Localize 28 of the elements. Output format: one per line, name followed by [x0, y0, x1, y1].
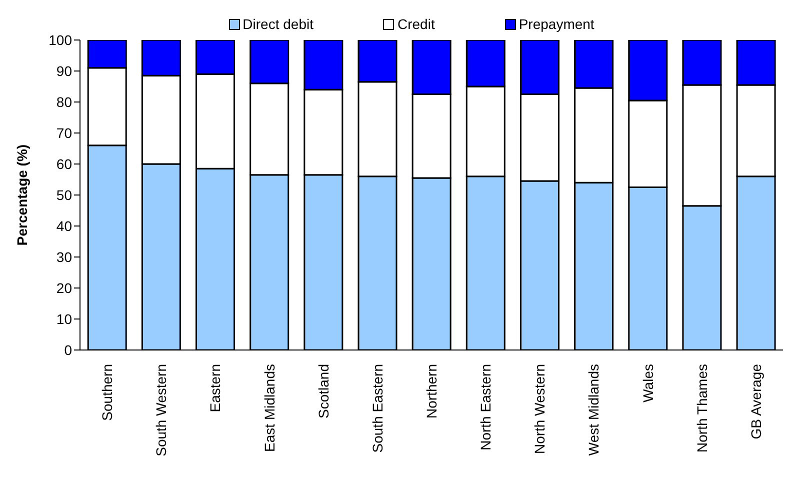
y-tick-label: 100: [48, 32, 72, 48]
x-tick-label: North Western: [532, 364, 548, 454]
y-tick-label: 20: [56, 280, 72, 296]
x-tick-label: South Western: [153, 364, 170, 456]
x-tick-label: Wales: [640, 364, 656, 402]
x-tick-label: South Eastern: [369, 364, 386, 453]
y-tick-label: 30: [56, 248, 72, 265]
x-tick-label: East Midlands: [261, 364, 278, 452]
y-tick-label: 60: [56, 156, 72, 172]
x-tick-label: Scotland: [315, 364, 332, 418]
x-tick-label: West Midlands: [586, 364, 602, 456]
x-tick-label: Southern: [99, 364, 116, 421]
y-tick-label: 50: [56, 186, 72, 203]
y-tick-label: 80: [56, 94, 72, 110]
x-tick-label: North Thames: [694, 364, 710, 452]
x-tick-label: Northern: [424, 364, 440, 418]
x-tick-label: GB Average: [748, 364, 764, 440]
x-tick-label: Eastern: [207, 364, 224, 412]
y-tick-label: 70: [56, 124, 72, 141]
y-tick-label: 40: [56, 218, 72, 234]
y-tick-label: 90: [56, 62, 72, 79]
x-tick-label: North Eastern: [478, 364, 494, 450]
legend-label: Prepayment: [518, 16, 594, 32]
legend-label: Credit: [397, 16, 435, 32]
y-tick-label: 0: [64, 342, 72, 358]
y-axis-title: Percentage (%): [14, 144, 30, 246]
y-tick-label: 10: [56, 310, 72, 327]
legend-label: Direct debit: [242, 16, 314, 32]
